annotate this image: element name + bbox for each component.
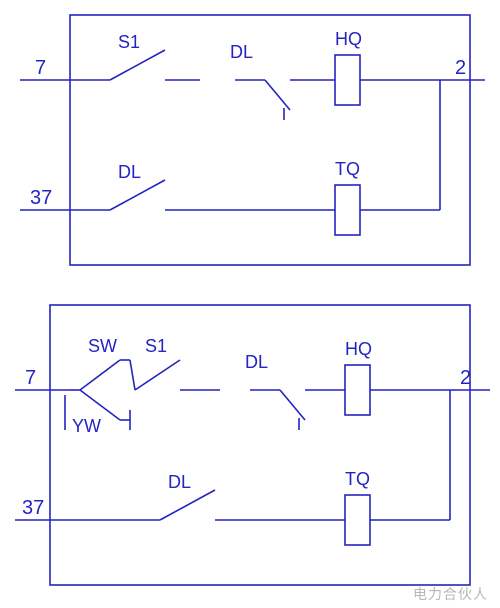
circuit-diagram: 7 S1 DL HQ 2 37 DL TQ 7 SW YW S1 DL HQ 2 37 DL TQ	[0, 0, 500, 608]
watermark: 电力合伙人	[413, 584, 488, 604]
svg-text:DL: DL	[245, 352, 268, 372]
svg-text:2: 2	[460, 367, 471, 389]
svg-text:7: 7	[25, 367, 36, 389]
svg-text:S1: S1	[118, 32, 140, 52]
svg-text:S1: S1	[145, 336, 167, 356]
svg-text:DL: DL	[168, 472, 191, 492]
svg-text:HQ: HQ	[335, 29, 362, 49]
svg-text:7: 7	[35, 57, 46, 79]
svg-text:37: 37	[30, 187, 52, 209]
svg-text:2: 2	[455, 57, 466, 79]
svg-text:TQ: TQ	[345, 469, 370, 489]
svg-text:DL: DL	[118, 162, 141, 182]
svg-text:37: 37	[22, 497, 44, 519]
svg-text:HQ: HQ	[345, 339, 372, 359]
svg-text:SW: SW	[88, 336, 117, 356]
svg-text:YW: YW	[72, 416, 101, 436]
svg-text:TQ: TQ	[335, 159, 360, 179]
svg-text:DL: DL	[230, 42, 253, 62]
